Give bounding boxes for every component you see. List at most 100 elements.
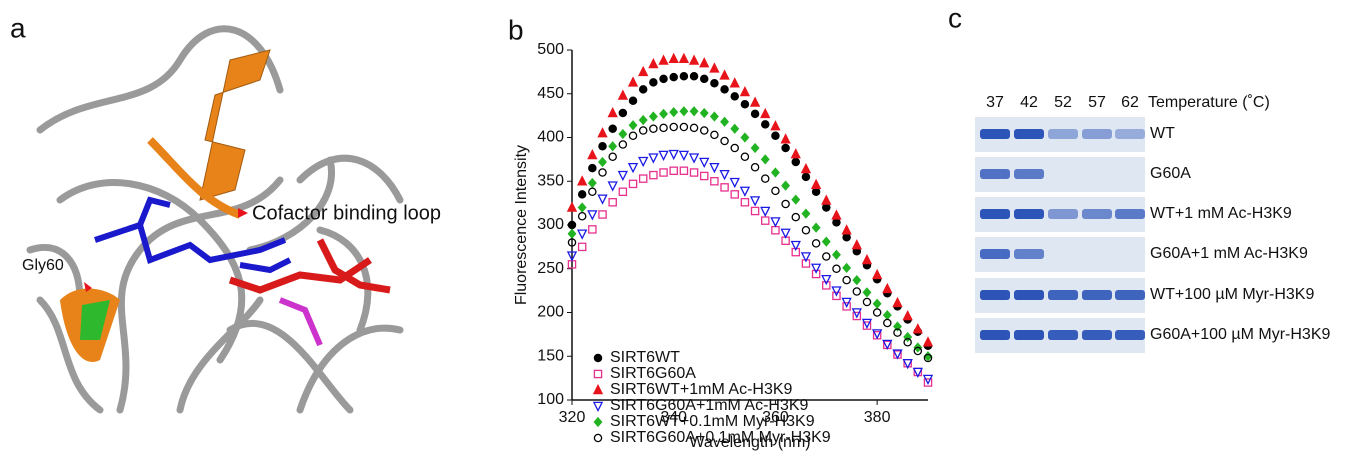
marker xyxy=(617,170,629,182)
marker xyxy=(730,190,739,199)
marker xyxy=(871,329,883,340)
marker xyxy=(607,181,618,192)
marker xyxy=(577,190,587,199)
legend-marker xyxy=(593,433,603,443)
marker xyxy=(608,124,617,134)
marker xyxy=(588,187,597,196)
marker xyxy=(822,252,831,261)
marker xyxy=(638,85,648,94)
marker xyxy=(831,249,841,260)
marker xyxy=(739,186,751,197)
x-tick-label: 380 xyxy=(864,409,891,426)
marker xyxy=(617,89,629,100)
lane-label: 52 xyxy=(1054,94,1072,111)
marker xyxy=(811,222,821,233)
panel-label: a xyxy=(10,12,26,43)
y-tick-label: 150 xyxy=(537,347,564,364)
chart: 100 150 200 250 300 350 400 450 500 320 340 360 380 W… xyxy=(513,41,934,451)
marker xyxy=(862,321,872,330)
gel-band xyxy=(1048,290,1078,300)
y-tick-label: 200 xyxy=(537,304,564,321)
marker xyxy=(638,174,648,183)
marker xyxy=(649,170,658,180)
marker xyxy=(822,281,831,290)
marker xyxy=(781,199,790,209)
marker xyxy=(689,168,699,177)
marker xyxy=(719,169,730,181)
marker xyxy=(699,126,709,135)
marker xyxy=(710,176,719,186)
marker xyxy=(689,123,699,133)
marker xyxy=(679,106,689,117)
marker xyxy=(720,116,730,127)
marker xyxy=(831,209,842,220)
gel-band xyxy=(1082,290,1112,300)
marker xyxy=(729,77,740,88)
x-tick-label: 340 xyxy=(660,409,687,426)
marker xyxy=(577,211,587,221)
marker xyxy=(730,123,740,134)
marker xyxy=(882,282,893,294)
marker xyxy=(598,210,607,219)
marker xyxy=(598,168,607,177)
marker xyxy=(842,232,851,242)
marker xyxy=(638,126,648,135)
marker xyxy=(608,141,618,152)
marker xyxy=(780,228,791,239)
marker xyxy=(821,194,832,205)
marker xyxy=(699,157,710,169)
row-label: G60A+1 mM Ac-H3K9 xyxy=(1150,245,1308,262)
marker xyxy=(771,131,780,140)
marker xyxy=(902,309,913,321)
marker xyxy=(577,202,587,213)
y-tick-label: 350 xyxy=(537,172,564,189)
marker xyxy=(597,127,608,138)
legend-marker xyxy=(592,383,604,395)
gel: 37 42 52 57 62 Temperature (˚C) WT G60A WT+1 mM … xyxy=(975,94,1331,353)
marker xyxy=(649,78,658,87)
marker xyxy=(761,216,770,225)
panel-label: b xyxy=(508,14,524,45)
legend-marker xyxy=(593,369,603,379)
marker xyxy=(791,157,801,167)
marker xyxy=(710,79,719,88)
marker xyxy=(679,72,689,81)
gel-band xyxy=(980,290,1010,300)
marker xyxy=(678,150,690,162)
marker xyxy=(770,120,781,131)
marker xyxy=(587,210,598,221)
marker xyxy=(841,224,852,235)
marker xyxy=(597,194,608,205)
marker xyxy=(852,311,862,321)
marker xyxy=(882,339,893,351)
marker xyxy=(832,264,841,273)
marker xyxy=(893,328,902,337)
marker xyxy=(913,346,923,356)
marker xyxy=(598,156,607,168)
y-tick-label: 300 xyxy=(537,216,564,233)
gel-band xyxy=(1115,129,1145,139)
marker xyxy=(811,239,821,248)
lane-label: 42 xyxy=(1020,94,1038,111)
gel-band xyxy=(1014,209,1044,219)
marker xyxy=(659,168,668,177)
marker xyxy=(709,62,720,73)
marker xyxy=(852,287,862,296)
marker xyxy=(689,72,699,81)
marker xyxy=(628,131,638,140)
row-label: WT+1 mM Ac-H3K9 xyxy=(1150,205,1292,222)
gel-band xyxy=(1082,330,1112,340)
marker xyxy=(567,228,577,239)
legend-label: SIRT6WT+0.1mM Myr-H3K9 xyxy=(610,413,815,430)
marker xyxy=(699,57,710,68)
marker xyxy=(760,154,770,165)
legend-marker xyxy=(592,401,604,413)
annotation: Cofactor binding loop xyxy=(252,202,441,224)
marker xyxy=(709,162,720,174)
panel-label: c xyxy=(948,2,962,33)
marker xyxy=(577,242,587,252)
gel-band xyxy=(1048,330,1078,340)
marker xyxy=(852,275,862,286)
marker xyxy=(893,321,902,332)
marker xyxy=(892,296,903,308)
